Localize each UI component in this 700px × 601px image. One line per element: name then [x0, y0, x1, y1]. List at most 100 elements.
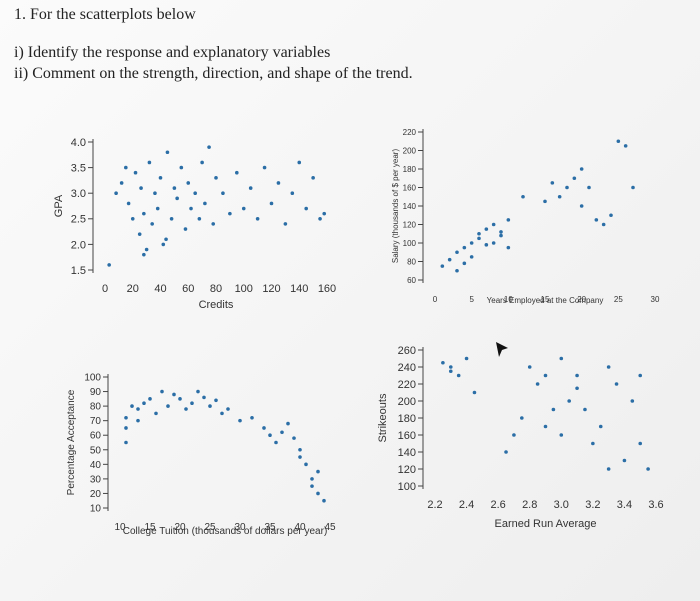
x-tick-label: 40: [294, 522, 306, 533]
x-tick-label: 80: [210, 283, 222, 295]
point: [575, 373, 579, 378]
point: [304, 206, 308, 211]
x-tick-label: 40: [154, 283, 166, 295]
point: [499, 230, 503, 234]
x-tick-label: 30: [651, 295, 660, 304]
y-tick-label: 220: [398, 379, 416, 391]
point: [559, 433, 564, 437]
point: [130, 217, 135, 221]
point: [169, 217, 174, 221]
point: [235, 170, 239, 175]
y-tick-label: 30: [90, 474, 102, 485]
y-tick-label: 100: [398, 481, 416, 493]
x-tick-label: 10: [114, 522, 126, 533]
point: [124, 440, 128, 445]
y-tick-label: 80: [407, 257, 416, 266]
point: [521, 194, 525, 199]
point: [269, 201, 274, 206]
point: [441, 360, 445, 365]
point: [587, 185, 591, 190]
x-tick-label: 2.2: [427, 499, 442, 511]
point: [535, 382, 540, 386]
x-tick-label: 100: [235, 283, 253, 295]
point: [567, 399, 571, 403]
y-tick-label: 120: [398, 464, 416, 476]
y-tick-label: 140: [398, 447, 416, 459]
point: [248, 186, 253, 190]
point: [543, 199, 547, 204]
point: [268, 433, 272, 438]
point: [565, 185, 569, 190]
point: [469, 255, 474, 259]
point: [316, 491, 320, 496]
y-tick-label: 180: [403, 165, 417, 174]
point: [214, 176, 218, 180]
point: [142, 252, 146, 257]
y-tick-label: 70: [90, 416, 102, 427]
point: [144, 247, 149, 252]
y-tick-label: 2.0: [71, 239, 86, 251]
point: [150, 222, 154, 226]
point: [139, 186, 143, 190]
point: [202, 395, 206, 400]
point: [130, 404, 134, 408]
x-tick-label: 3.0: [554, 499, 569, 511]
point: [520, 416, 524, 420]
question-item: i) Identify the response and explanatory…: [14, 44, 330, 61]
y-tick-label: 40: [90, 460, 102, 471]
point: [283, 222, 288, 226]
x-tick-label: 3.2: [585, 499, 600, 511]
point: [614, 382, 619, 386]
point: [310, 484, 314, 488]
y-tick-label: 120: [403, 220, 417, 229]
point: [208, 404, 212, 408]
point: [160, 389, 164, 394]
point: [262, 165, 267, 170]
point: [551, 407, 556, 412]
point: [557, 194, 562, 199]
point: [462, 261, 467, 266]
point: [622, 458, 627, 463]
point: [484, 243, 489, 247]
point: [292, 436, 296, 440]
point: [250, 415, 254, 420]
point: [175, 196, 179, 201]
y-tick-label: 100: [84, 373, 101, 384]
point: [276, 181, 281, 185]
point: [119, 181, 124, 185]
y-tick-label: 20: [90, 489, 102, 500]
y-axis-label: Salary (thousands of $ per year): [391, 149, 400, 264]
x-tick-label: 2.6: [490, 499, 505, 511]
y-tick-label: 200: [398, 396, 416, 408]
y-tick-label: 100: [403, 239, 417, 248]
y-tick-label: 80: [90, 402, 102, 413]
x-tick-label: 20: [174, 522, 186, 533]
y-tick-label: 220: [403, 128, 417, 137]
y-tick-label: 50: [90, 445, 102, 456]
point: [491, 241, 496, 245]
point: [137, 232, 142, 236]
point: [579, 204, 584, 208]
point: [543, 424, 548, 429]
point: [114, 191, 118, 195]
point: [166, 404, 170, 408]
point: [136, 418, 140, 423]
x-tick-label: 2.8: [522, 499, 537, 511]
question-title: 1. For the scatterplots below: [14, 6, 196, 23]
point: [286, 421, 290, 426]
point: [274, 440, 278, 445]
point: [148, 397, 152, 401]
y-tick-label: 140: [403, 202, 417, 211]
x-tick-label: 35: [264, 522, 276, 533]
point: [583, 407, 587, 412]
point: [165, 150, 170, 155]
point: [133, 170, 138, 175]
point: [630, 399, 635, 403]
x-axis-label: Years Employed at the Company: [487, 296, 604, 305]
point: [200, 160, 204, 165]
point: [178, 397, 182, 401]
point: [186, 181, 191, 185]
point: [214, 398, 218, 403]
x-tick-label: 45: [324, 522, 336, 533]
y-tick-label: 1.5: [71, 265, 86, 277]
